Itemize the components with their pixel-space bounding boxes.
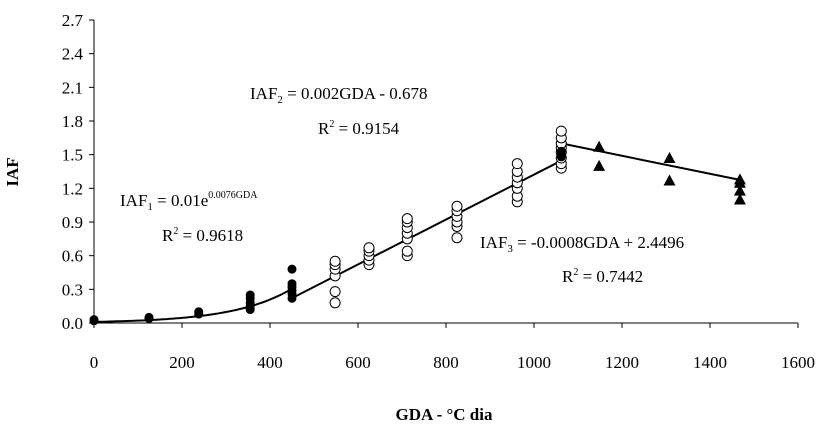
x-tick-label: 0 [90, 353, 99, 372]
data-points [89, 125, 746, 326]
point-open-circle [329, 286, 341, 298]
eq2-rhs: = 0.002GDA - 0.678 [283, 84, 428, 103]
point-open-circle [511, 158, 523, 170]
x-axis-title: GDA - °C dia [395, 405, 493, 424]
eq3-r2-sup: 2 [573, 267, 578, 278]
x-tick-label: 600 [345, 353, 371, 372]
eq1-r2-label: R [162, 226, 174, 245]
point-filled-triangle [733, 184, 746, 196]
x-tick-label: 1000 [517, 353, 551, 372]
equation-1: IAF1 = 0.01e0.0076GDA R2 = 0.9618 [120, 190, 258, 245]
x-tick-label: 800 [433, 353, 459, 372]
eq1-r2-value: = 0.9618 [178, 226, 243, 245]
eq1-r2-sup: 2 [173, 226, 178, 237]
eq1-rhs: = 0.01e [153, 191, 208, 210]
point-filled-triangle [663, 174, 676, 186]
equation-3: IAF3 = -0.0008GDA + 2.4496 R2 = 0.7442 [480, 233, 684, 286]
svg-text:IAF1 = 0.01e0.0076GDA: IAF1 = 0.01e0.0076GDA [120, 190, 258, 213]
eq2-r2-value: = 0.9154 [334, 119, 399, 138]
eq1-sub: 1 [147, 201, 153, 213]
point-filled-circle [144, 312, 154, 322]
point-filled-circle [287, 264, 297, 274]
point-open-circle [401, 213, 413, 225]
x-tick-label: 1200 [605, 353, 639, 372]
y-tick-label: 0.3 [62, 280, 83, 299]
eq2-sub: 2 [277, 94, 283, 106]
y-tick-label: 2.1 [62, 78, 83, 97]
point-filled-triangle [663, 152, 676, 164]
y-tick-label: 1.8 [62, 112, 83, 131]
point-filled-triangle [593, 140, 606, 152]
y-tick-label: 1.2 [62, 179, 83, 198]
eq2-var: IAF [250, 84, 277, 103]
point-filled-circle [89, 315, 99, 325]
eq1-var: IAF [120, 191, 147, 210]
point-open-circle [401, 245, 413, 257]
svg-text:IAF2 = 0.002GDA - 0.678: IAF2 = 0.002GDA - 0.678 [250, 84, 428, 106]
fit-line-3 [561, 142, 741, 181]
point-open-circle [329, 255, 341, 267]
eq2-r2-sup: 2 [329, 119, 334, 130]
svg-text:R2 = 0.9154: R2 = 0.9154 [318, 119, 400, 138]
svg-text:R2 = 0.9618: R2 = 0.9618 [162, 226, 243, 245]
y-tick-label: 1.5 [62, 146, 83, 165]
eq3-r2-value: = 0.7442 [578, 267, 643, 286]
axes: 0.0 0.3 0.6 0.9 1.2 1.5 1.8 2.1 2.4 2.7 0 200 400 600… [62, 11, 815, 372]
eq1-sup: 0.0076GDA [208, 190, 258, 201]
point-filled-circle [245, 290, 255, 300]
svg-text:R2 = 0.7442: R2 = 0.7442 [562, 267, 643, 286]
point-filled-triangle [593, 159, 606, 171]
point-filled-circle [194, 307, 204, 317]
y-tick-label: 2.7 [62, 11, 84, 30]
point-filled-triangle [733, 173, 746, 185]
x-tick-label: 200 [169, 353, 195, 372]
x-tick-label: 1400 [693, 353, 727, 372]
y-tick-label: 0.9 [62, 213, 83, 232]
point-filled-circle [556, 146, 566, 156]
equation-2: IAF2 = 0.002GDA - 0.678 R2 = 0.9154 [250, 84, 428, 138]
x-tick-label: 1600 [781, 353, 815, 372]
point-open-circle [451, 200, 463, 212]
y-tick-label: 2.4 [62, 45, 84, 64]
point-filled-circle [287, 279, 297, 289]
fit-line-1 [93, 287, 293, 323]
point-filled-triangle [733, 193, 746, 205]
eq3-sub: 3 [507, 243, 513, 255]
point-open-circle [555, 125, 567, 137]
y-tick-label: 0.6 [62, 247, 83, 266]
point-open-circle [451, 232, 463, 244]
svg-text:IAF3 = -0.0008GDA + 2.4496: IAF3 = -0.0008GDA + 2.4496 [480, 233, 684, 255]
x-tick-label: 400 [257, 353, 283, 372]
point-open-circle [329, 297, 341, 309]
point-open-circle [363, 242, 375, 254]
y-tick-label: 0.0 [62, 314, 83, 333]
y-axis-title: IAF [3, 157, 22, 186]
eq3-rhs: = -0.0008GDA + 2.4496 [513, 233, 684, 252]
eq3-var: IAF [480, 233, 507, 252]
eq2-r2-label: R [318, 119, 330, 138]
eq3-r2-label: R [562, 267, 574, 286]
